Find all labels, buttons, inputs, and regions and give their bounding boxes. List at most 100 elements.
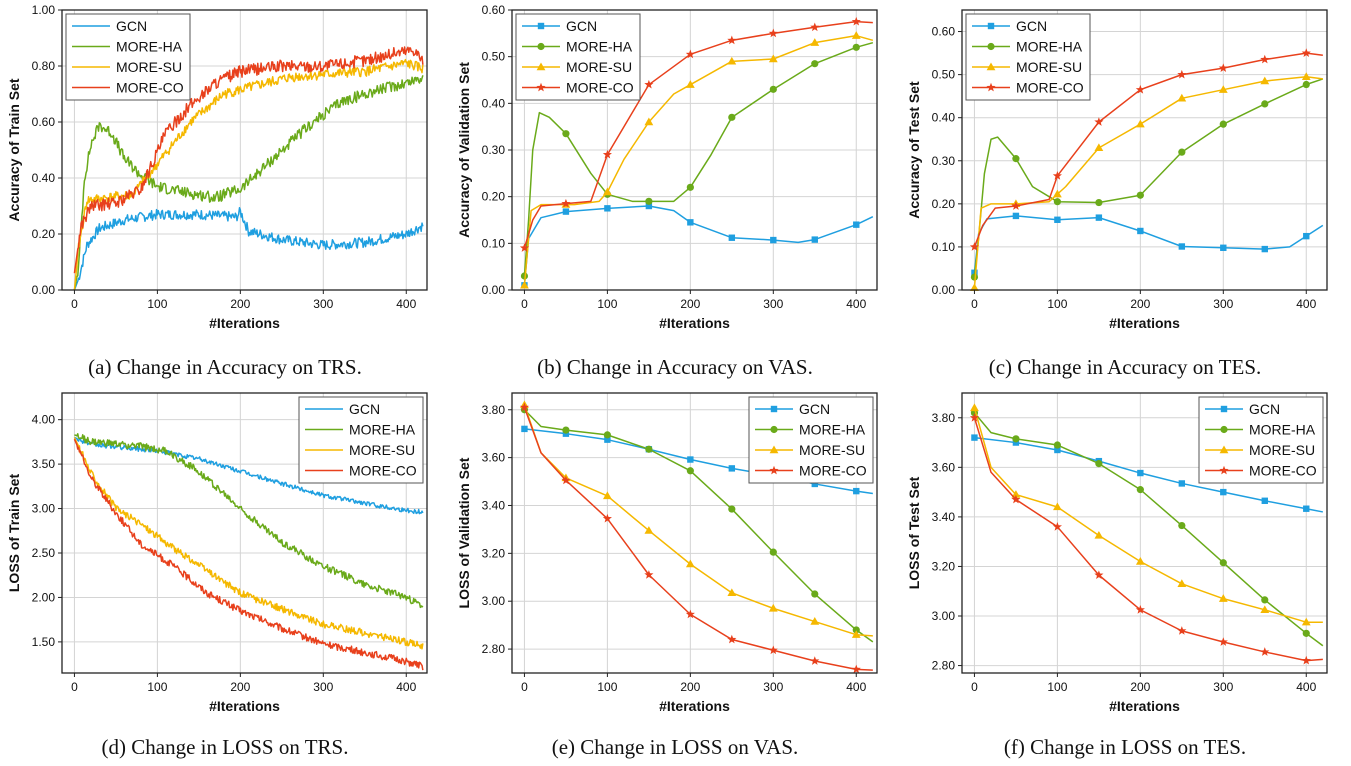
y-axis-title-b: Accuracy of Validation Set xyxy=(456,62,472,238)
marker-e-more-co-legend xyxy=(769,465,779,475)
legend-label-a-more-co: MORE-CO xyxy=(116,80,184,96)
tick-label-x-b-3: 300 xyxy=(763,297,783,311)
tick-label-x-c-3: 300 xyxy=(1213,297,1233,311)
tick-label-x-b-2: 200 xyxy=(680,297,700,311)
tick-label-x-c-4: 400 xyxy=(1296,297,1316,311)
tick-label-x-a-4: 400 xyxy=(396,297,416,311)
marker-f-more-ha-1 xyxy=(1012,435,1020,443)
y-axis-title-c: Accuracy of Test Set xyxy=(906,81,922,219)
legend-box-f xyxy=(1198,396,1324,484)
marker-e-more-co-1 xyxy=(561,475,571,485)
marker-f-more-co-3 xyxy=(1094,570,1104,580)
marker-f-gcn-2 xyxy=(1054,446,1061,454)
marker-b-more-ha-4 xyxy=(686,183,694,191)
tick-label-x-a-0: 0 xyxy=(71,297,78,311)
tick-label-y-e-3: 3.40 xyxy=(482,498,506,512)
marker-b-gcn-4 xyxy=(687,219,694,226)
legend-label-e-more-su: MORE-SU xyxy=(799,442,865,458)
marker-b-more-co-3 xyxy=(644,79,654,89)
x-axis-title-a: #Iterations xyxy=(209,315,280,331)
series-line-f-gcn xyxy=(974,436,1323,513)
tick-label-y-b-5: 0.50 xyxy=(482,50,506,64)
marker-b-more-ha-legend xyxy=(537,42,545,51)
marker-b-more-su-6 xyxy=(768,54,778,63)
legend-label-f-gcn: GCN xyxy=(1249,401,1280,417)
marker-b-gcn-7 xyxy=(811,236,818,243)
marker-e-gcn-7 xyxy=(811,480,818,488)
marker-e-more-su-4 xyxy=(685,559,695,568)
marker-e-more-ha-4 xyxy=(686,467,694,475)
marker-f-more-co-1 xyxy=(1011,494,1021,504)
marker-c-more-su-legend xyxy=(986,62,996,71)
marker-f-more-co-2 xyxy=(1052,522,1062,531)
marker-b-gcn-legend xyxy=(537,22,545,30)
marker-e-more-co-2 xyxy=(602,513,612,523)
marker-e-more-ha-3 xyxy=(645,445,653,453)
marker-f-more-ha-legend xyxy=(1220,425,1228,434)
marker-e-more-su-legend xyxy=(769,445,779,454)
caption-a: (a) Change in Accuracy on TRS. xyxy=(88,355,362,379)
marker-e-gcn-5 xyxy=(728,465,736,472)
legend-label-d-more-ha: MORE-HA xyxy=(349,422,416,438)
series-line-a-more-ha xyxy=(73,75,424,291)
x-axis-title-d: #Iterations xyxy=(209,698,280,714)
tick-label-y-b-6: 0.60 xyxy=(482,3,506,17)
marker-f-gcn-6 xyxy=(1220,488,1227,496)
marker-e-more-ha-6 xyxy=(769,548,777,556)
legend-label-b-more-ha: MORE-HA xyxy=(566,39,633,55)
series-line-a-gcn xyxy=(73,207,424,291)
marker-b-more-ha-1 xyxy=(562,130,570,138)
marker-e-more-su-2 xyxy=(602,491,612,500)
tick-label-y-c-1: 0.10 xyxy=(932,240,956,254)
marker-e-more-ha-2 xyxy=(603,431,611,439)
marker-c-more-su-5 xyxy=(1177,93,1187,102)
tick-label-y-d-0: 1.50 xyxy=(32,635,56,649)
series-markers-e-more-ha xyxy=(520,406,860,634)
marker-f-more-co-8 xyxy=(1301,655,1311,665)
tick-label-y-f-2: 3.20 xyxy=(932,559,956,573)
marker-b-more-su-7 xyxy=(810,38,820,46)
tick-label-x-f-1: 100 xyxy=(1047,680,1067,694)
series-line-d-more-co xyxy=(73,438,424,671)
series-group-d xyxy=(73,433,424,671)
tick-label-y-b-0: 0.00 xyxy=(482,283,506,297)
tick-label-x-c-2: 200 xyxy=(1130,297,1150,311)
y-axis-title-e: LOSS of Validation Set xyxy=(456,457,472,608)
series-line-c-gcn xyxy=(973,215,1324,273)
legend-label-a-gcn: GCN xyxy=(116,18,147,34)
panel-b: 0 100 200 300 400 0.00 0.10 0.20 0.30 0.40 0.50 0.6… xyxy=(450,0,900,383)
legend-label-b-more-co: MORE-CO xyxy=(566,80,634,96)
marker-c-more-ha-1 xyxy=(1012,155,1020,163)
marker-b-more-ha-8 xyxy=(852,43,860,51)
marker-c-more-co-3 xyxy=(1094,117,1104,126)
marker-f-more-su-5 xyxy=(1177,579,1187,587)
marker-b-more-su-8 xyxy=(851,31,861,39)
plot-frame-e xyxy=(511,392,878,674)
marker-f-more-co-0 xyxy=(969,412,980,422)
marker-c-gcn-3 xyxy=(1095,214,1103,221)
marker-f-more-su-4 xyxy=(1135,556,1145,565)
series-line-b-gcn xyxy=(523,205,874,286)
marker-f-more-ha-6 xyxy=(1219,559,1227,567)
marker-e-more-ha-legend xyxy=(770,425,778,434)
tick-label-y-a-5: 1.00 xyxy=(32,3,56,17)
legend-label-c-more-co: MORE-CO xyxy=(1016,80,1084,96)
tick-label-y-f-4: 3.60 xyxy=(932,460,956,474)
marker-e-more-co-6 xyxy=(768,645,778,655)
legend-label-c-more-su: MORE-SU xyxy=(1016,59,1082,75)
marker-f-more-su-3 xyxy=(1094,530,1104,539)
legend-label-f-more-ha: MORE-HA xyxy=(1249,422,1316,438)
marker-e-more-co-0 xyxy=(519,402,530,412)
marker-b-more-su-4 xyxy=(685,80,695,88)
marker-f-more-su-1 xyxy=(1011,490,1021,498)
marker-b-more-co-0 xyxy=(519,243,530,252)
marker-c-more-co-legend xyxy=(986,82,996,92)
marker-f-more-ha-8 xyxy=(1302,629,1310,637)
marker-b-more-ha-7 xyxy=(811,60,819,68)
x-axis-title-b: #Iterations xyxy=(659,315,730,331)
marker-b-more-co-4 xyxy=(685,49,695,59)
x-axis-title-f: #Iterations xyxy=(1109,698,1180,714)
panel-f: 0 100 200 300 400 2.80 3.00 3.20 3.40 3.60 3.80 #It… xyxy=(900,383,1350,766)
tick-label-y-c-6: 0.60 xyxy=(932,25,956,39)
series-line-b-more-ha xyxy=(523,41,874,277)
